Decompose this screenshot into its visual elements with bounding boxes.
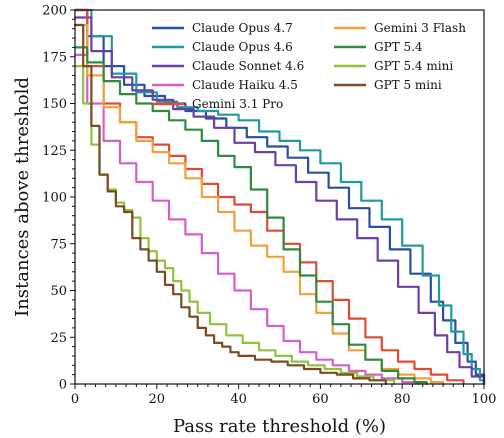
series-layer [73,8,486,386]
legend-label-9: GPT 5 mini [374,78,442,92]
x-tick-label: 0 [71,392,79,407]
legend-label-2: Claude Opus 4.6 [192,40,293,54]
legend-label-7: GPT 5.4 [374,40,423,54]
axes-layer: 0 20 40 60 80 100 0 25 50 75 100 125 150 175 200 [42,4,496,408]
y-tick-label: 75 [50,237,67,252]
series-line-4 [73,53,420,386]
legend-label-5: Gemini 3.1 Pro [192,97,283,111]
y-tick-label: 0 [59,378,67,393]
y-tick-label: 50 [50,284,67,299]
y-tick-label: 175 [42,50,67,65]
series-line-3 [73,16,486,386]
y-tick-label: 100 [42,191,67,206]
series-line-6 [73,23,445,386]
series-line-8 [73,65,396,386]
legend-label-8: GPT 5.4 mini [374,59,453,73]
legend-label-1: Claude Opus 4.7 [192,21,293,35]
x-tick-label: 60 [312,392,329,407]
series-line-9 [73,23,387,386]
y-tick-label: 25 [50,331,67,346]
y-tick-label: 150 [42,97,67,112]
y-axis-label: Instances above threshold [12,77,33,317]
x-tick-label: 100 [472,392,497,407]
x-tick-label: 80 [394,392,411,407]
legend-label-6: Gemini 3 Flash [374,21,466,35]
series-line-7 [73,46,428,386]
series-line-2 [73,8,486,386]
legend-label-4: Claude Haiku 4.5 [192,78,298,92]
x-tick-label: 40 [230,392,247,407]
x-tick-label: 20 [149,392,166,407]
x-axis-label: Pass rate threshold (%) [173,416,386,437]
y-tick-label: 200 [42,4,67,19]
legend: Claude Opus 4.7 Claude Opus 4.6 Claude Son… [152,21,466,111]
y-tick-label: 125 [42,144,67,159]
legend-label-3: Claude Sonnet 4.6 [192,59,304,73]
